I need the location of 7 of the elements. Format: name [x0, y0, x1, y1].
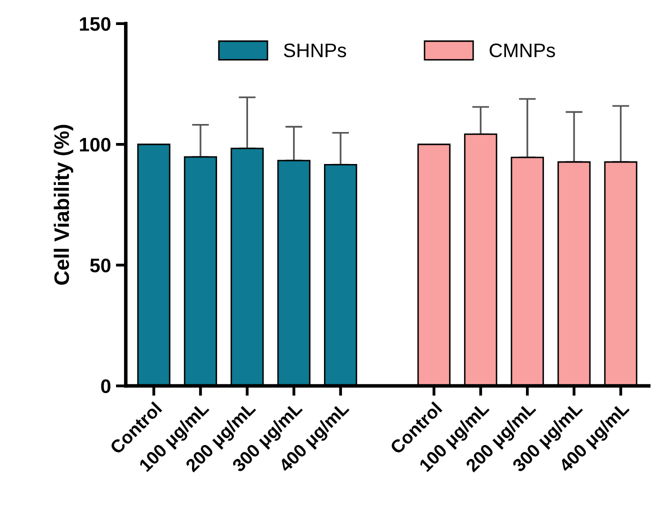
legend-label: CMNPs	[490, 43, 555, 58]
y-tick-label: 50	[90, 258, 110, 272]
y-tick-label: 0	[101, 379, 110, 394]
y-tick-label: 100	[80, 138, 110, 152]
y-axis-title: Cell Viability (%)	[54, 124, 74, 285]
legend-label: SHNPs	[284, 43, 346, 58]
y-tick-label: 150	[80, 17, 110, 31]
